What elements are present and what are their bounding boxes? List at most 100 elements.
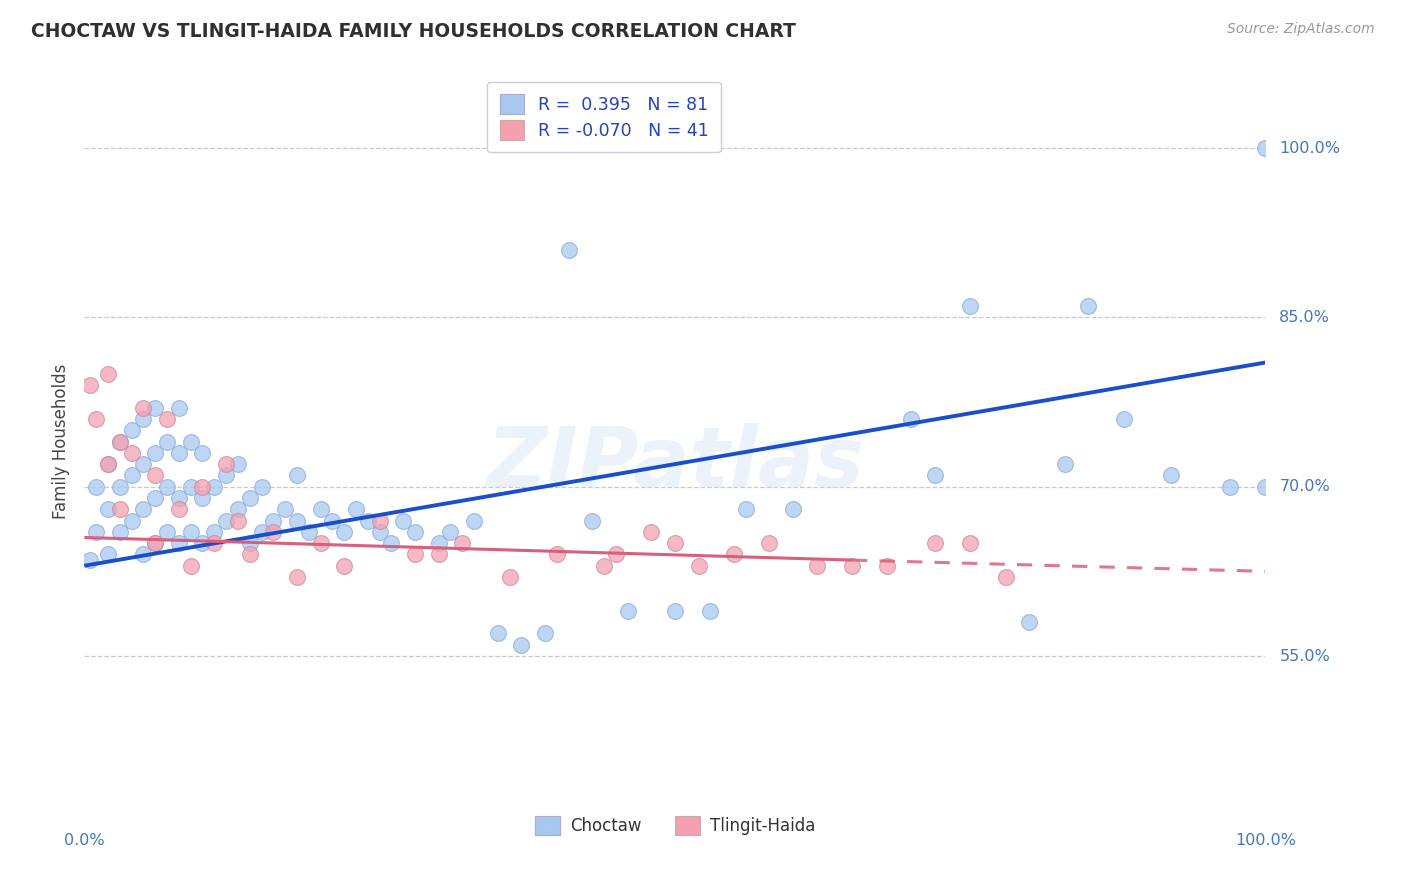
Point xyxy=(121,446,143,460)
Point xyxy=(451,536,474,550)
Point xyxy=(333,524,356,539)
Point xyxy=(156,434,179,449)
Point xyxy=(132,401,155,415)
Point xyxy=(143,401,166,415)
Point xyxy=(380,536,402,550)
Point xyxy=(664,604,686,618)
Point xyxy=(357,514,380,528)
Point xyxy=(202,536,225,550)
Point xyxy=(1254,480,1277,494)
Point xyxy=(546,548,568,562)
Text: Source: ZipAtlas.com: Source: ZipAtlas.com xyxy=(1227,22,1375,37)
Point xyxy=(180,524,202,539)
Text: 55.0%: 55.0% xyxy=(1279,648,1330,664)
Text: CHOCTAW VS TLINGIT-HAIDA FAMILY HOUSEHOLDS CORRELATION CHART: CHOCTAW VS TLINGIT-HAIDA FAMILY HOUSEHOL… xyxy=(31,22,796,41)
Point xyxy=(581,514,603,528)
Point xyxy=(510,638,533,652)
Point xyxy=(262,514,284,528)
Point xyxy=(392,514,415,528)
Point xyxy=(226,457,249,471)
Point xyxy=(806,558,828,573)
Point xyxy=(108,524,131,539)
Point xyxy=(344,502,367,516)
Point xyxy=(156,524,179,539)
Point xyxy=(994,570,1017,584)
Point xyxy=(132,548,155,562)
Text: 70.0%: 70.0% xyxy=(1279,479,1330,494)
Point xyxy=(121,468,143,483)
Point xyxy=(191,491,214,505)
Point xyxy=(108,434,131,449)
Point xyxy=(333,558,356,573)
Point xyxy=(97,367,120,381)
Point xyxy=(132,502,155,516)
Point xyxy=(404,524,426,539)
Point xyxy=(79,378,101,392)
Point xyxy=(84,524,107,539)
Point xyxy=(1018,615,1040,630)
Point xyxy=(167,502,190,516)
Point xyxy=(368,524,391,539)
Point xyxy=(309,502,332,516)
Point xyxy=(167,401,190,415)
Point xyxy=(191,480,214,494)
Point xyxy=(782,502,804,516)
Point xyxy=(959,536,981,550)
Point xyxy=(84,480,107,494)
Point xyxy=(368,514,391,528)
Point xyxy=(97,548,120,562)
Point xyxy=(427,548,450,562)
Point xyxy=(79,553,101,567)
Point xyxy=(108,502,131,516)
Point xyxy=(900,412,922,426)
Point xyxy=(108,434,131,449)
Point xyxy=(143,468,166,483)
Y-axis label: Family Households: Family Households xyxy=(52,364,70,519)
Legend: Choctaw, Tlingit-Haida: Choctaw, Tlingit-Haida xyxy=(529,809,821,841)
Point xyxy=(1112,412,1135,426)
Point xyxy=(108,480,131,494)
Point xyxy=(215,457,238,471)
Point xyxy=(605,548,627,562)
Point xyxy=(132,457,155,471)
Point xyxy=(226,502,249,516)
Point xyxy=(167,536,190,550)
Point xyxy=(132,412,155,426)
Point xyxy=(97,502,120,516)
Point xyxy=(274,502,297,516)
Point xyxy=(143,536,166,550)
Point xyxy=(640,524,662,539)
Point xyxy=(557,243,579,257)
Point xyxy=(321,514,343,528)
Point xyxy=(664,536,686,550)
Point xyxy=(215,514,238,528)
Point xyxy=(1077,299,1099,313)
Point xyxy=(143,536,166,550)
Point xyxy=(180,558,202,573)
Point xyxy=(262,524,284,539)
Point xyxy=(463,514,485,528)
Point xyxy=(1254,141,1277,155)
Point xyxy=(534,626,557,640)
Point xyxy=(239,536,262,550)
Point xyxy=(723,548,745,562)
Point xyxy=(97,457,120,471)
Point xyxy=(486,626,509,640)
Point xyxy=(143,446,166,460)
Point xyxy=(180,480,202,494)
Point xyxy=(841,558,863,573)
Point xyxy=(285,570,308,584)
Point xyxy=(593,558,616,573)
Point xyxy=(1219,480,1241,494)
Point xyxy=(699,604,721,618)
Point xyxy=(298,524,321,539)
Point xyxy=(427,536,450,550)
Point xyxy=(156,480,179,494)
Point xyxy=(250,524,273,539)
Point xyxy=(285,468,308,483)
Point xyxy=(285,514,308,528)
Point xyxy=(180,434,202,449)
Point xyxy=(215,468,238,483)
Text: 100.0%: 100.0% xyxy=(1279,141,1340,155)
Point xyxy=(191,446,214,460)
